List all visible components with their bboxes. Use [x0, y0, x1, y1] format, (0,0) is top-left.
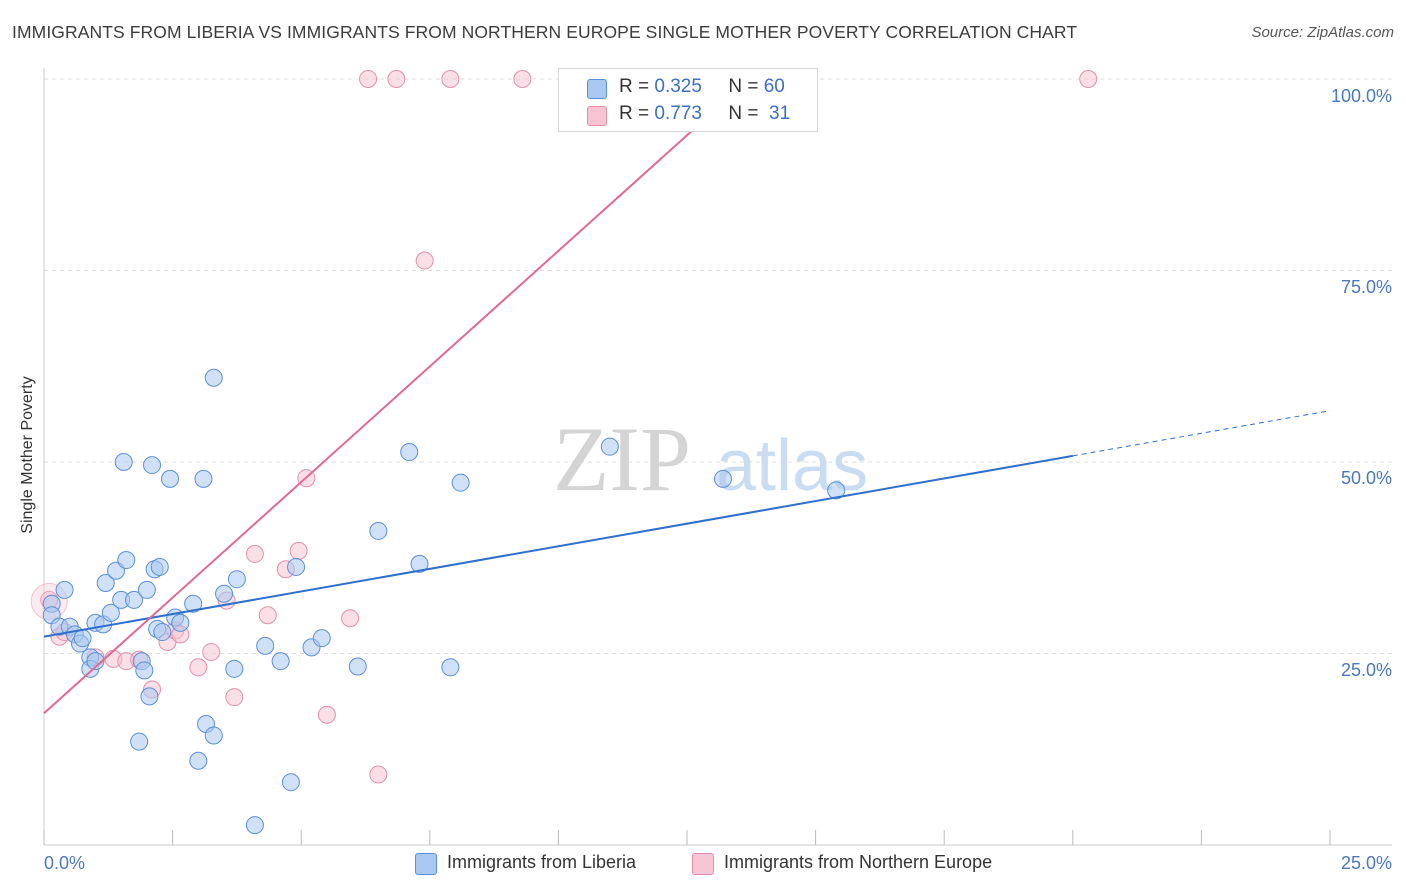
data-point-liberia	[271, 652, 290, 671]
data-point-liberia	[441, 658, 460, 677]
legend-n-label: N =	[728, 76, 759, 97]
legend-swatch-blue	[587, 79, 607, 99]
watermark-atlas: atlas	[716, 426, 868, 506]
gridlines	[44, 78, 1392, 654]
x-tick-label-left: 0.0%	[44, 853, 86, 873]
data-point-liberia	[140, 687, 159, 706]
data-point-northern-europe	[189, 658, 208, 677]
data-point-northern-europe	[387, 70, 406, 88]
data-point-northern-europe	[202, 642, 221, 661]
data-point-northern-europe	[289, 541, 308, 560]
data-point-liberia	[600, 437, 619, 456]
data-point-northern-europe	[513, 70, 532, 88]
y-tick-label-100: 100.0%	[1330, 86, 1392, 106]
legend-text-northern-europe: R = 0.773 N = 31	[619, 103, 790, 125]
data-point-liberia	[281, 773, 300, 792]
series-legend: Immigrants from Liberia Immigrants from …	[0, 852, 1406, 878]
source-credit: Source: ZipAtlas.com	[1251, 24, 1394, 41]
data-point-liberia	[101, 603, 120, 622]
data-point-northern-europe	[369, 765, 388, 784]
watermark: ZIP atlas	[553, 408, 868, 510]
data-point-northern-europe	[1079, 70, 1098, 88]
data-point-liberia	[410, 554, 429, 573]
data-point-liberia	[400, 443, 419, 462]
data-point-liberia	[227, 570, 246, 589]
legend-n-label: N =	[728, 103, 759, 124]
legend-n-value: 31	[769, 103, 791, 124]
legend-label-northern-europe: Immigrants from Northern Europe	[724, 852, 993, 872]
watermark-zip: ZIP	[553, 408, 691, 510]
data-point-northern-europe	[245, 544, 264, 563]
data-point-liberia	[287, 557, 306, 576]
y-tick-label-50: 50.0%	[1340, 468, 1392, 488]
data-point-northern-europe	[415, 251, 434, 270]
data-point-northern-europe	[258, 606, 277, 625]
data-point-liberia	[194, 469, 213, 488]
y-tick-label-75: 75.0%	[1340, 277, 1392, 297]
trend-line-northern-europe	[43, 74, 755, 714]
data-point-liberia	[150, 557, 169, 576]
data-point-liberia	[125, 590, 144, 609]
data-point-liberia	[135, 661, 154, 680]
legend-r-label: R =	[619, 76, 650, 97]
data-point-liberia	[96, 574, 115, 593]
correlation-legend: R = 0.325 N = 60 R = 0.773 N = 31	[558, 68, 818, 132]
chart-title: IMMIGRANTS FROM LIBERIA VS IMMIGRANTS FR…	[12, 22, 1078, 42]
legend-swatch-pink	[692, 853, 714, 875]
trend-lines	[43, 74, 1331, 714]
legend-r-label: R =	[619, 103, 650, 124]
data-point-liberia	[827, 481, 846, 500]
data-point-liberia	[369, 521, 388, 540]
data-point-liberia	[204, 368, 223, 387]
data-point-liberia	[153, 623, 172, 642]
data-point-northern-europe	[441, 70, 460, 88]
data-point-liberia	[714, 469, 733, 488]
data-point-liberia	[215, 584, 234, 603]
data-point-liberia	[117, 551, 136, 570]
data-point-northern-europe	[359, 70, 378, 88]
data-point-northern-europe	[317, 705, 336, 724]
data-point-northern-europe	[225, 688, 244, 707]
legend-n-value: 60	[763, 76, 785, 97]
legend-label-liberia: Immigrants from Liberia	[447, 852, 637, 872]
data-point-liberia	[312, 629, 331, 648]
trend-line-liberia	[43, 454, 1073, 638]
data-point-northern-europe	[341, 609, 360, 628]
data-point-liberia	[184, 594, 203, 613]
data-point-liberia	[451, 473, 470, 492]
data-point-liberia	[225, 659, 244, 678]
data-point-liberia	[256, 636, 275, 655]
data-point-liberia	[114, 453, 133, 471]
legend-r-value: 0.325	[654, 76, 702, 97]
legend-swatch-pink	[587, 106, 607, 126]
legend-r-value: 0.773	[654, 103, 702, 124]
data-point-liberia	[130, 732, 149, 751]
series-liberia-points	[42, 368, 846, 835]
data-point-liberia	[73, 629, 92, 648]
legend-text-liberia: R = 0.325 N = 60	[619, 76, 785, 98]
data-point-liberia	[137, 580, 156, 599]
x-tick-label-right: 25.0%	[1340, 853, 1392, 873]
data-point-liberia	[204, 726, 223, 745]
data-point-liberia	[55, 580, 74, 599]
data-point-liberia	[86, 652, 105, 671]
data-point-liberia	[161, 469, 180, 488]
data-point-liberia	[348, 657, 367, 676]
y-axis-label: Single Mother Poverty	[19, 376, 36, 534]
legend-swatch-blue	[415, 853, 437, 875]
axes	[43, 68, 1392, 846]
data-point-liberia	[245, 816, 264, 835]
trend-line-liberia-extension	[1072, 410, 1331, 457]
data-point-liberia	[189, 751, 208, 770]
data-point-liberia	[171, 613, 190, 632]
data-point-liberia	[143, 456, 162, 475]
y-tick-label-25: 25.0%	[1340, 660, 1392, 680]
